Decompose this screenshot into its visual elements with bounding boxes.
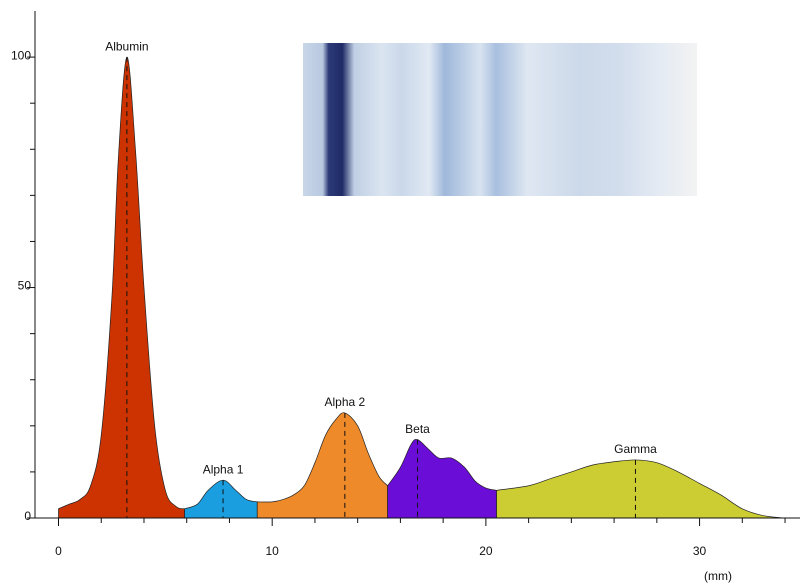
- peak-label: Gamma: [614, 442, 657, 456]
- y-tick-label: 50: [18, 279, 32, 293]
- fraction-area: [387, 439, 497, 519]
- fraction-area: [256, 412, 388, 519]
- y-tick-label: 0: [24, 509, 31, 523]
- peak-label: Alpha 1: [203, 462, 244, 476]
- fraction-area: [58, 56, 185, 519]
- x-tick-label: 30: [693, 544, 707, 558]
- x-axis-label: (mm): [704, 569, 732, 583]
- fraction-area: [496, 459, 786, 519]
- peak-label: Alpha 2: [324, 395, 365, 409]
- gel-strip: [303, 43, 697, 196]
- x-tick-label: 20: [479, 544, 493, 558]
- x-tick-label: 10: [266, 544, 280, 558]
- peak-label: Albumin: [105, 39, 148, 53]
- peak-label: Beta: [405, 422, 430, 436]
- y-tick-label: 100: [11, 48, 31, 62]
- fraction-area: [184, 479, 258, 519]
- x-tick-label: 0: [55, 544, 62, 558]
